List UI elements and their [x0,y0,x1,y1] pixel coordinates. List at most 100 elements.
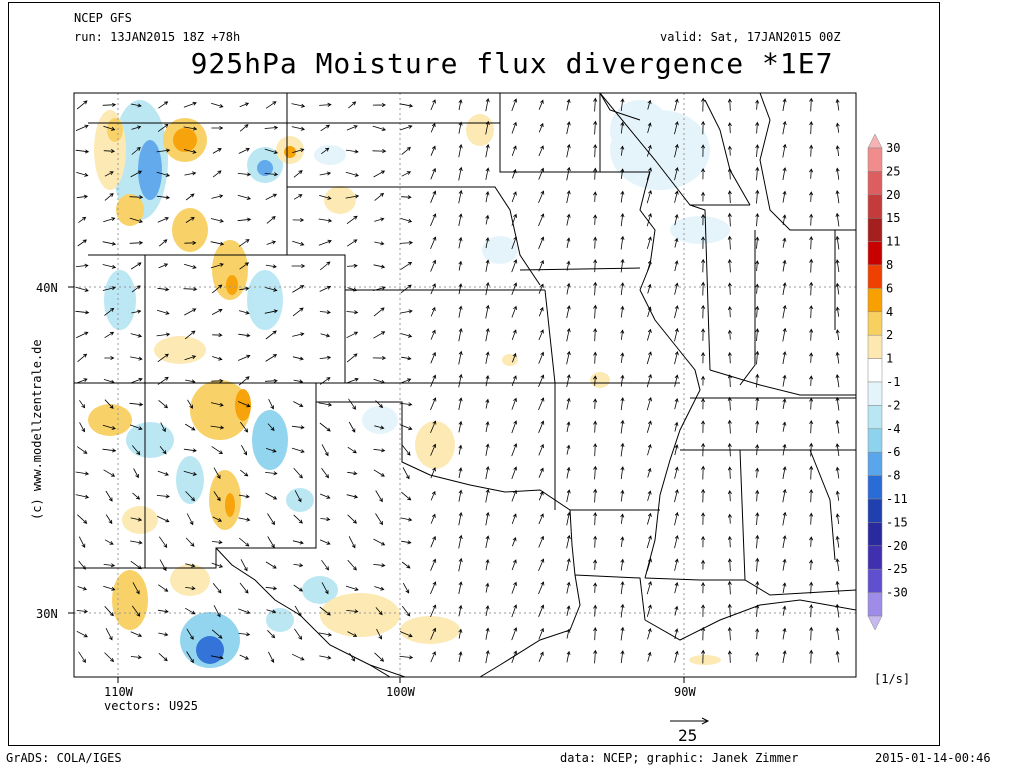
wind-arrow [620,168,625,179]
wind-arrow [183,126,198,131]
wind-arrow [620,145,625,156]
wind-arrow [292,240,305,246]
wind-arrow [458,467,463,479]
wind-arrow [835,513,840,524]
legend-swatch [867,592,883,617]
wind-arrow [674,466,679,479]
wind-arrow [292,540,304,545]
wind-arrow [374,241,385,246]
wind-arrow [78,216,87,223]
wind-arrow [374,652,385,662]
wind-arrow [430,329,436,340]
political-boundaries [74,93,856,677]
wind-arrow [185,193,195,201]
wind-arrow [430,190,437,203]
wind-arrow [835,282,840,295]
wind-arrow [727,396,732,411]
wind-arrow [566,466,571,479]
wind-arrow [104,193,114,201]
wind-arrow [755,580,760,595]
wind-arrow [129,195,144,200]
wind-arrow [401,605,411,617]
wind-arrow [485,190,490,203]
wind-arrow [485,535,490,548]
wind-arrow [79,400,86,409]
wind-arrow [320,493,331,499]
footer-credit: data: NCEP; graphic: Janek Zimmer [560,751,798,765]
wind-arrow [238,310,250,315]
wind-arrow [267,513,275,526]
legend-level-label: -1 [886,375,900,389]
wind-arrow [674,558,679,571]
wind-arrow [185,563,196,568]
wind-arrow [373,538,386,546]
wind-arrow [373,448,386,453]
wind-arrow [102,264,117,269]
wind-arrow [237,194,251,200]
wind-arrow [835,466,840,479]
wind-arrow [566,489,571,502]
wind-arrow [372,356,387,361]
wind-arrow [347,631,358,637]
wind-arrow [620,282,625,296]
wind-arrow [78,560,86,570]
legend-level-label: 11 [886,235,900,249]
wind-arrow [104,399,114,409]
wind-arrow [292,148,305,153]
wind-arrow [647,144,652,157]
wind-arrow [566,213,571,226]
wind-arrow [593,535,598,548]
wind-arrow [674,237,679,248]
wind-arrow [593,559,598,570]
wind-arrow [319,377,331,385]
wind-arrow [755,444,760,456]
wind-arrow [185,216,195,223]
wind-arrow [809,649,814,664]
wind-arrow [186,651,194,664]
wind-arrow [646,374,652,388]
wind-arrow [782,327,787,342]
wind-arrow [511,98,518,112]
wind-arrow [103,469,116,477]
wind-arrow [511,305,517,318]
wind-arrow [835,189,840,204]
wind-arrow [593,236,598,249]
legend-level-label: -30 [886,586,908,600]
wind-arrow [430,397,437,411]
wind-arrow [347,446,357,454]
wind-arrow [345,585,359,591]
wind-arrow [237,172,252,177]
wind-arrow [538,122,544,133]
wind-arrow [104,652,115,662]
wind-arrow [674,397,679,410]
wind-arrow [511,213,517,226]
wind-arrow [103,125,116,131]
wind-arrow [373,170,386,178]
wind-arrow [265,471,278,476]
wind-arrow [241,445,247,456]
wind-arrow [647,467,652,478]
wind-arrow [835,167,840,180]
wind-arrow [211,562,224,568]
legend-swatch [867,194,883,219]
wind-arrow [701,120,706,135]
wind-arrow [266,216,276,224]
wind-arrow [400,402,413,407]
wind-arrow [782,535,787,549]
wind-arrow [291,653,305,661]
wind-arrow [593,214,598,225]
wind-arrow [157,353,169,363]
wind-arrow [401,195,412,200]
wind-arrow [538,374,545,388]
wind-arrow [727,235,732,250]
wind-arrow [674,282,679,295]
wind-arrow [158,584,169,592]
wind-arrow [76,378,88,384]
legend-swatch [867,147,883,172]
wind-arrow [755,467,760,478]
wind-arrow [485,558,490,571]
wind-arrow [75,124,89,131]
wind-arrow [809,168,814,179]
wind-arrow [401,171,412,177]
